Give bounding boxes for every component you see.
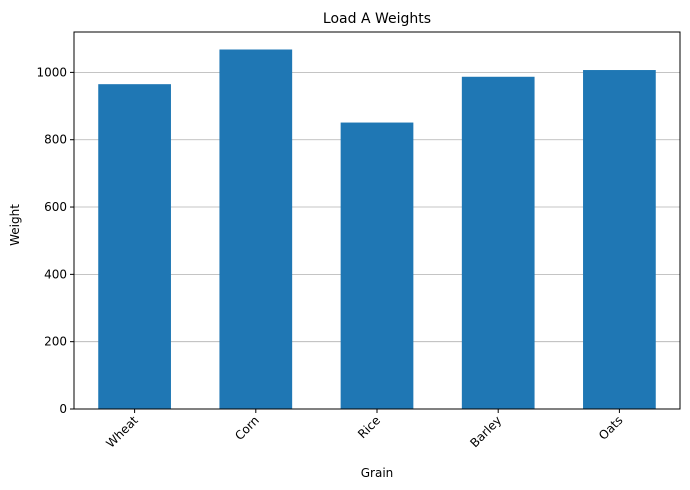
chart-title: Load A Weights bbox=[323, 11, 431, 27]
y-tick-label: 1000 bbox=[36, 65, 67, 79]
bar-wheat bbox=[98, 84, 171, 410]
bar-barley bbox=[461, 76, 535, 410]
plot-frame bbox=[73, 31, 681, 410]
bar-oats bbox=[583, 70, 656, 409]
x-tick-label-barley: Barley bbox=[467, 413, 504, 450]
y-axis-label: Weight bbox=[8, 204, 22, 246]
x-axis-ticks: Wheat Corn Rice Barley Oats bbox=[103, 409, 626, 451]
y-tick-label: 600 bbox=[44, 200, 67, 214]
x-tick-label-wheat: Wheat bbox=[103, 413, 141, 451]
bars bbox=[98, 49, 656, 410]
y-tick-label: 800 bbox=[44, 133, 67, 147]
x-tick-label-rice: Rice bbox=[355, 413, 383, 441]
bar-rice bbox=[340, 122, 414, 409]
y-tick-label: 0 bbox=[59, 402, 67, 416]
y-tick-label: 200 bbox=[44, 335, 67, 349]
x-axis-label: Grain bbox=[361, 466, 394, 480]
y-tick-label: 400 bbox=[44, 267, 67, 281]
y-axis-ticks: 0 200 400 600 800 1000 bbox=[36, 65, 74, 416]
x-tick-label-oats: Oats bbox=[596, 413, 626, 443]
bar-corn bbox=[219, 49, 293, 409]
x-tick-label-corn: Corn bbox=[232, 413, 262, 443]
